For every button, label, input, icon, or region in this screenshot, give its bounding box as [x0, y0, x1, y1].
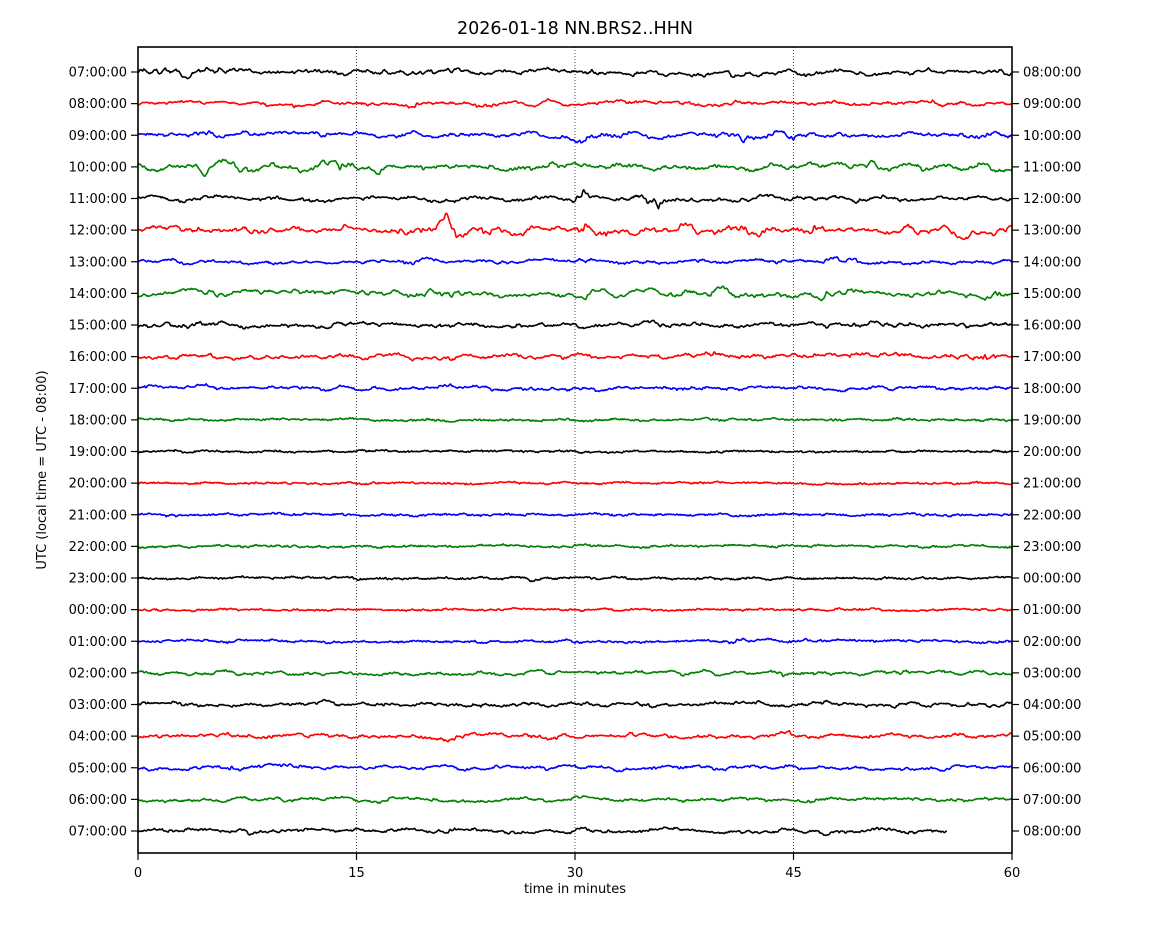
x-tick-label-30: 30 [567, 866, 584, 881]
trace-row-8-150000 [137, 319, 1013, 330]
utc-label-row-18: 01:00:00 [69, 635, 127, 650]
trace-row-9-160000 [137, 351, 1013, 362]
utc-label-row-16: 23:00:00 [69, 572, 127, 587]
trace-row-11-180000 [137, 416, 1013, 423]
local-label-row-8: 16:00:00 [1023, 319, 1081, 334]
x-tick-label-15: 15 [348, 866, 365, 881]
local-label-row-5: 13:00:00 [1023, 224, 1081, 239]
utc-label-row-8: 15:00:00 [69, 319, 127, 334]
utc-label-row-0: 07:00:00 [69, 66, 127, 81]
axis-ticks [131, 71, 1019, 860]
trace-row-7-140000 [137, 285, 1013, 302]
x-axis-label: time in minutes [524, 882, 626, 897]
local-label-row-24: 08:00:00 [1023, 825, 1081, 840]
local-label-row-10: 18:00:00 [1023, 382, 1081, 397]
utc-label-row-5: 12:00:00 [69, 224, 127, 239]
trace-row-14-210000 [137, 511, 1013, 518]
trace-row-10-170000 [137, 382, 1013, 393]
local-label-row-21: 05:00:00 [1023, 730, 1081, 745]
traces [137, 66, 1013, 837]
local-label-row-18: 02:00:00 [1023, 635, 1081, 650]
trace-row-3-100000 [137, 158, 1013, 178]
trace-row-23-060000 [137, 795, 1013, 805]
trace-row-22-050000 [137, 762, 1013, 773]
gridlines [356, 47, 794, 853]
local-label-row-2: 10:00:00 [1023, 129, 1081, 144]
trace-row-15-220000 [137, 543, 1013, 550]
trace-row-18-010000 [137, 637, 1013, 645]
utc-label-row-4: 11:00:00 [69, 192, 127, 207]
local-label-row-7: 15:00:00 [1023, 287, 1081, 302]
local-label-row-3: 11:00:00 [1023, 160, 1081, 175]
trace-row-2-090000 [137, 130, 1013, 144]
local-label-row-23: 07:00:00 [1023, 793, 1081, 808]
trace-row-6-130000 [137, 256, 1013, 266]
utc-label-row-1: 08:00:00 [69, 97, 127, 112]
utc-tick-labels: 07:00:00 08:00:00 09:00:00 10:00:00 11:00:00… [69, 66, 127, 840]
local-label-row-4: 12:00:00 [1023, 192, 1081, 207]
local-tick-labels: 08:00:00 09:00:00 10:00:00 11:00:00 12:00:00… [1023, 66, 1081, 840]
utc-label-row-3: 10:00:00 [69, 160, 127, 175]
trace-row-1-080000 [137, 98, 1013, 109]
trace-row-17-000000 [137, 606, 1013, 613]
local-label-row-19: 03:00:00 [1023, 666, 1081, 681]
utc-label-row-14: 21:00:00 [69, 508, 127, 523]
utc-label-row-17: 00:00:00 [69, 603, 127, 618]
utc-label-row-6: 13:00:00 [69, 255, 127, 270]
utc-label-row-23: 06:00:00 [69, 793, 127, 808]
plot-title: 2026-01-18 NN.BRS2..HHN [457, 19, 693, 39]
local-label-row-9: 17:00:00 [1023, 350, 1081, 365]
trace-row-24-070000 [137, 826, 948, 837]
utc-label-row-22: 05:00:00 [69, 761, 127, 776]
trace-row-4-110000 [137, 189, 1013, 210]
x-tick-label-60: 60 [1004, 866, 1021, 881]
local-label-row-11: 19:00:00 [1023, 413, 1081, 428]
utc-label-row-24: 07:00:00 [69, 825, 127, 840]
trace-row-19-020000 [137, 668, 1013, 678]
trace-row-16-230000 [137, 575, 1013, 583]
utc-label-row-13: 20:00:00 [69, 477, 127, 492]
local-label-row-16: 00:00:00 [1023, 572, 1081, 587]
utc-label-row-2: 09:00:00 [69, 129, 127, 144]
y-axis-label: UTC (local time = UTC - 08:00) [35, 370, 50, 569]
local-label-row-6: 14:00:00 [1023, 255, 1081, 270]
x-tick-label-0: 0 [134, 866, 142, 881]
local-label-row-13: 21:00:00 [1023, 477, 1081, 492]
utc-label-row-21: 04:00:00 [69, 730, 127, 745]
local-label-row-20: 04:00:00 [1023, 698, 1081, 713]
utc-label-row-20: 03:00:00 [69, 698, 127, 713]
utc-label-row-12: 19:00:00 [69, 445, 127, 460]
utc-label-row-9: 16:00:00 [69, 350, 127, 365]
local-label-row-17: 01:00:00 [1023, 603, 1081, 618]
local-label-row-15: 23:00:00 [1023, 540, 1081, 555]
trace-row-20-030000 [137, 698, 1013, 709]
trace-row-12-190000 [137, 448, 1013, 455]
trace-row-0-070000 [137, 66, 1013, 80]
utc-label-row-10: 17:00:00 [69, 382, 127, 397]
utc-label-row-19: 02:00:00 [69, 666, 127, 681]
trace-row-21-040000 [137, 729, 1013, 743]
utc-label-row-7: 14:00:00 [69, 287, 127, 302]
local-label-row-1: 09:00:00 [1023, 97, 1081, 112]
local-label-row-22: 06:00:00 [1023, 761, 1081, 776]
trace-row-5-120000 [137, 212, 1013, 241]
local-label-row-14: 22:00:00 [1023, 508, 1081, 523]
trace-row-13-200000 [137, 480, 1013, 486]
utc-label-row-15: 22:00:00 [69, 540, 127, 555]
x-tick-labels: 0 15 30 45 60 [134, 866, 1020, 881]
utc-label-row-11: 18:00:00 [69, 413, 127, 428]
local-label-row-0: 08:00:00 [1023, 66, 1081, 81]
local-label-row-12: 20:00:00 [1023, 445, 1081, 460]
x-tick-label-45: 45 [785, 866, 802, 881]
